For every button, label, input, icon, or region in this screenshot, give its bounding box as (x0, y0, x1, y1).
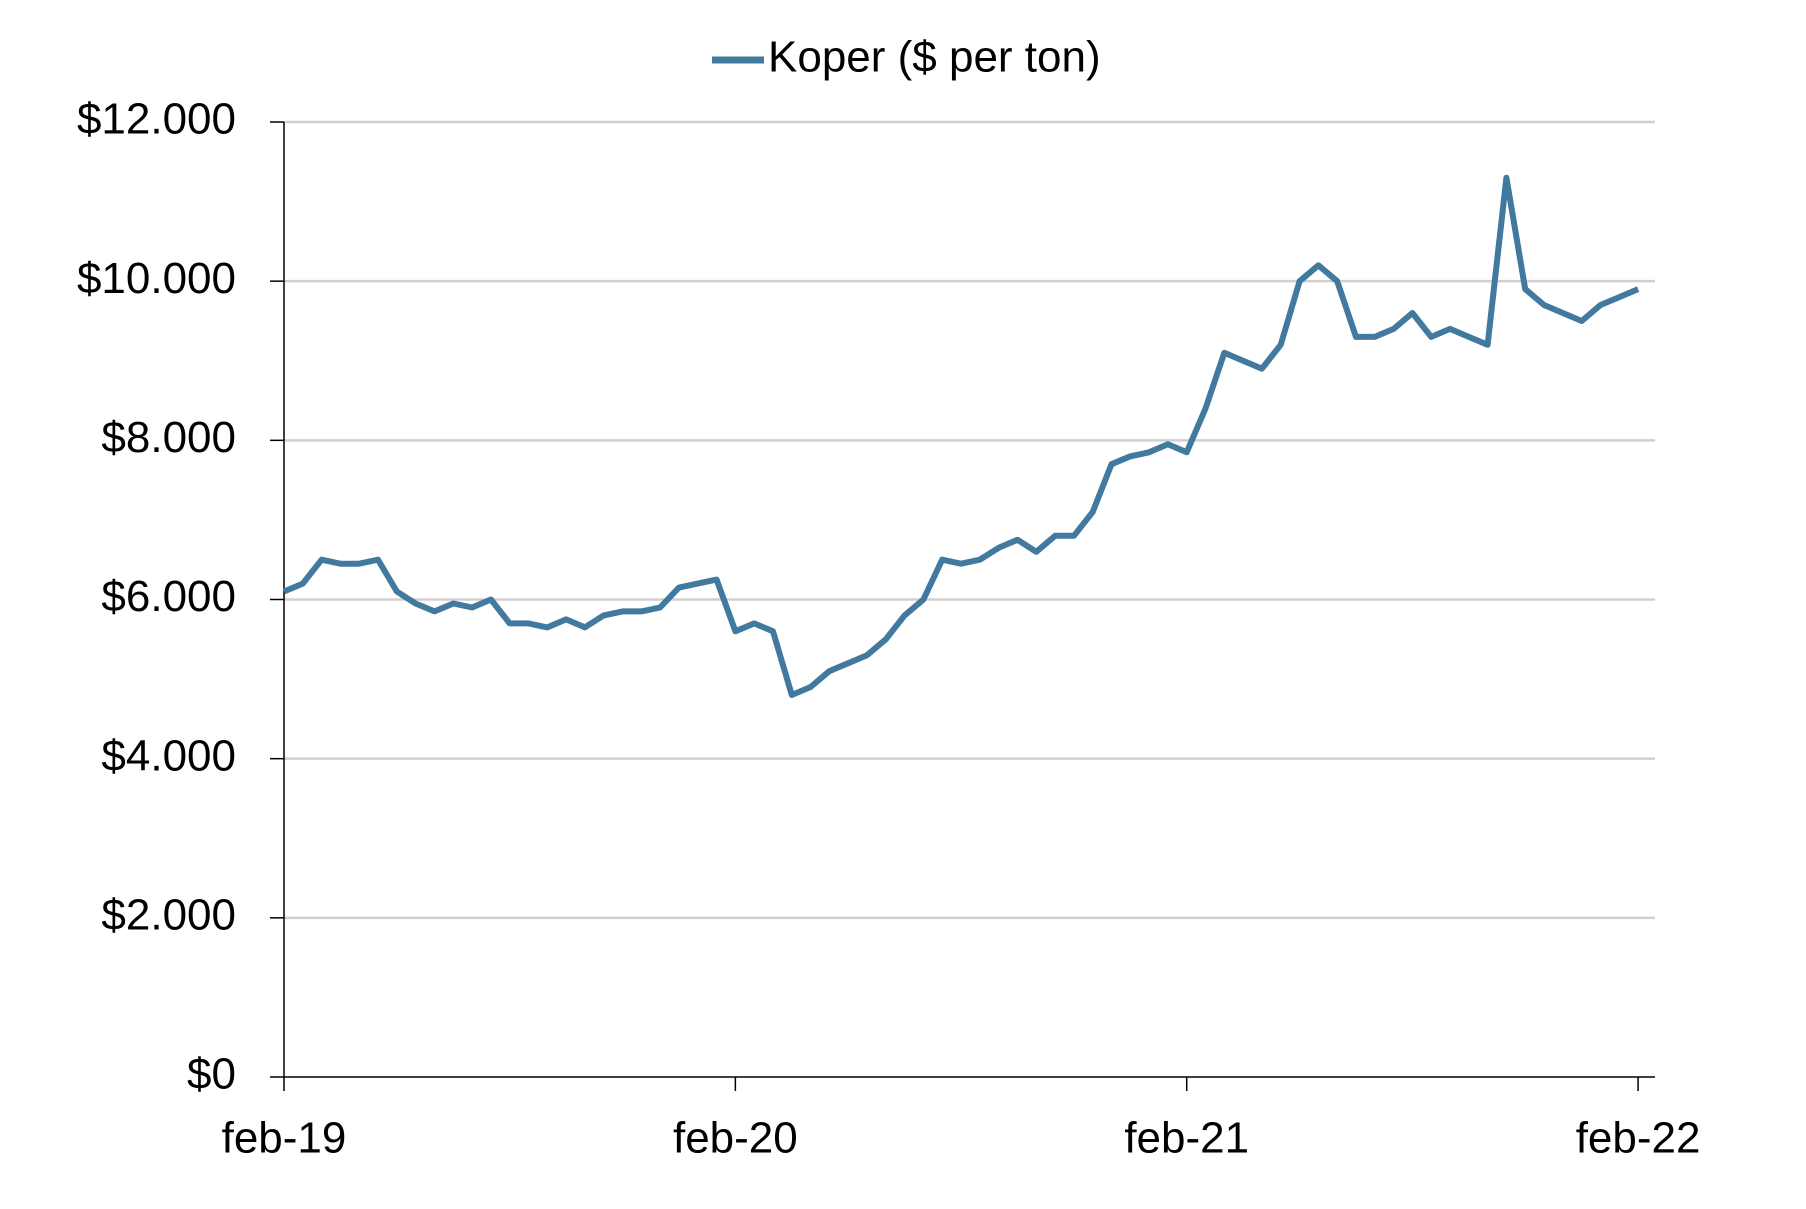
data-line (282, 174, 1640, 698)
x-tick-label: feb-21 (1124, 1114, 1249, 1163)
x-tick-label: feb-22 (1576, 1114, 1701, 1163)
y-tick-label: $0 (187, 1050, 236, 1099)
y-tick-label: $4.000 (101, 731, 236, 780)
x-tick-label: feb-19 (222, 1114, 347, 1163)
x-tick-label: feb-20 (673, 1114, 798, 1163)
y-tick-label: $12.000 (77, 95, 236, 144)
legend-label: Koper ($ per ton) (768, 33, 1101, 82)
y-tick-label: $6.000 (101, 572, 236, 621)
y-tick-label: $2.000 (101, 890, 236, 939)
y-tick-label: $8.000 (101, 413, 236, 462)
y-tick-label: $10.000 (77, 254, 236, 303)
